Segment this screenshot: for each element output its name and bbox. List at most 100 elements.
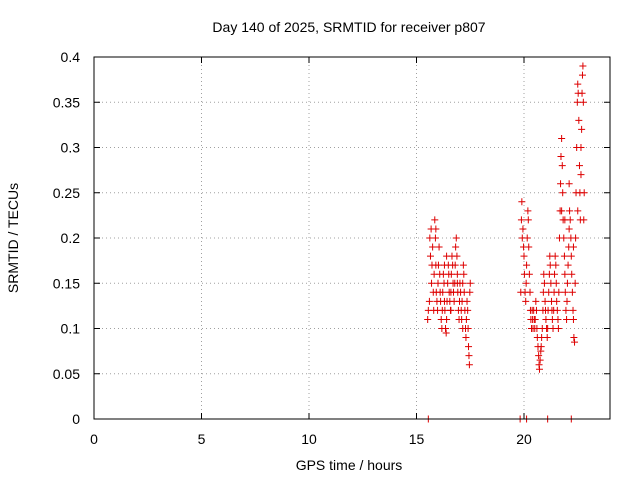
data-point	[531, 315, 539, 323]
data-point	[428, 279, 436, 287]
data-point	[553, 306, 561, 314]
x-tick-label: 20	[516, 431, 532, 447]
data-point	[565, 225, 573, 233]
y-tick-label: 0.05	[53, 366, 80, 382]
data-point	[431, 234, 439, 242]
data-point	[579, 62, 587, 70]
data-point	[459, 261, 467, 269]
data-point	[578, 125, 586, 133]
data-point	[551, 270, 559, 278]
data-point	[570, 334, 578, 342]
data-point	[522, 297, 530, 305]
data-point	[579, 98, 587, 106]
y-tick-label: 0.15	[53, 275, 80, 291]
axis-ticks	[93, 56, 610, 420]
data-point	[465, 361, 473, 369]
data-point	[520, 252, 528, 260]
data-point	[565, 180, 573, 188]
data-point	[532, 306, 540, 314]
data-point	[577, 171, 585, 179]
data-point	[525, 270, 533, 278]
data-point	[557, 153, 565, 161]
x-tick-label: 10	[301, 431, 317, 447]
data-point	[440, 261, 448, 269]
data-point	[447, 306, 455, 314]
data-point	[541, 297, 549, 305]
plot-frame	[93, 56, 611, 420]
y-axis-title: SRMTID / TECUs	[5, 183, 21, 293]
data-point	[554, 315, 562, 323]
data-point	[537, 343, 545, 351]
data-point	[561, 288, 569, 296]
data-point	[562, 306, 570, 314]
data-point	[577, 144, 585, 151]
data-point	[443, 252, 451, 260]
data-point	[453, 252, 461, 260]
data-point	[571, 279, 579, 287]
data-point	[462, 315, 470, 323]
data-point	[465, 352, 473, 360]
y-tick-label: 0	[72, 411, 80, 427]
data-point	[434, 279, 442, 287]
data-point	[451, 261, 459, 269]
data-point	[551, 252, 559, 260]
data-point	[517, 216, 525, 224]
data-point	[523, 261, 531, 269]
data-point	[558, 162, 566, 170]
data-point	[464, 306, 472, 314]
data-point	[452, 234, 460, 242]
data-point	[526, 288, 534, 296]
data-point	[575, 116, 583, 124]
x-tick-label: 5	[198, 431, 206, 447]
data-point	[553, 297, 561, 305]
data-point	[555, 288, 563, 296]
data-point	[439, 288, 447, 296]
data-point	[574, 80, 582, 88]
x-tick-label: 15	[409, 431, 425, 447]
chart-title: Day 140 of 2025, SRMTID for receiver p80…	[212, 19, 485, 35]
data-point	[442, 329, 450, 337]
data-point	[552, 261, 560, 269]
data-point	[424, 315, 432, 323]
data-point	[535, 352, 543, 360]
data-point	[558, 207, 566, 215]
data-point	[569, 315, 577, 323]
y-tick-label: 0.2	[61, 230, 81, 246]
data-point	[524, 216, 532, 224]
data-point	[452, 243, 460, 251]
data-point	[532, 297, 540, 305]
data-point	[567, 252, 575, 260]
data-point	[462, 334, 470, 342]
data-point	[523, 234, 531, 242]
data-point	[563, 297, 571, 305]
x-axis-title: GPS time / hours	[296, 457, 403, 473]
data-point	[561, 216, 569, 224]
data-point	[542, 315, 550, 323]
data-point	[566, 207, 574, 215]
data-point	[535, 365, 543, 373]
data-point	[571, 338, 579, 346]
data-point	[580, 189, 588, 197]
data-point	[572, 234, 580, 242]
data-point	[563, 315, 571, 323]
data-point	[463, 297, 471, 305]
data-point	[543, 334, 551, 342]
data-point	[560, 252, 568, 260]
data-point	[558, 134, 566, 142]
data-point	[578, 71, 586, 79]
x-tick-label: 0	[90, 431, 98, 447]
data-point	[554, 325, 562, 332]
data-point	[518, 198, 526, 206]
data-point	[560, 234, 568, 242]
data-point	[431, 216, 439, 224]
data-point	[425, 297, 433, 305]
data-point	[569, 243, 577, 251]
data-point	[575, 162, 583, 170]
data-point	[443, 315, 451, 323]
data-point	[522, 279, 530, 287]
data-point	[435, 243, 443, 251]
data-point	[442, 325, 450, 332]
x-axis-tick-labels: 0 5 10 15 20	[90, 431, 532, 447]
data-point	[524, 207, 532, 215]
